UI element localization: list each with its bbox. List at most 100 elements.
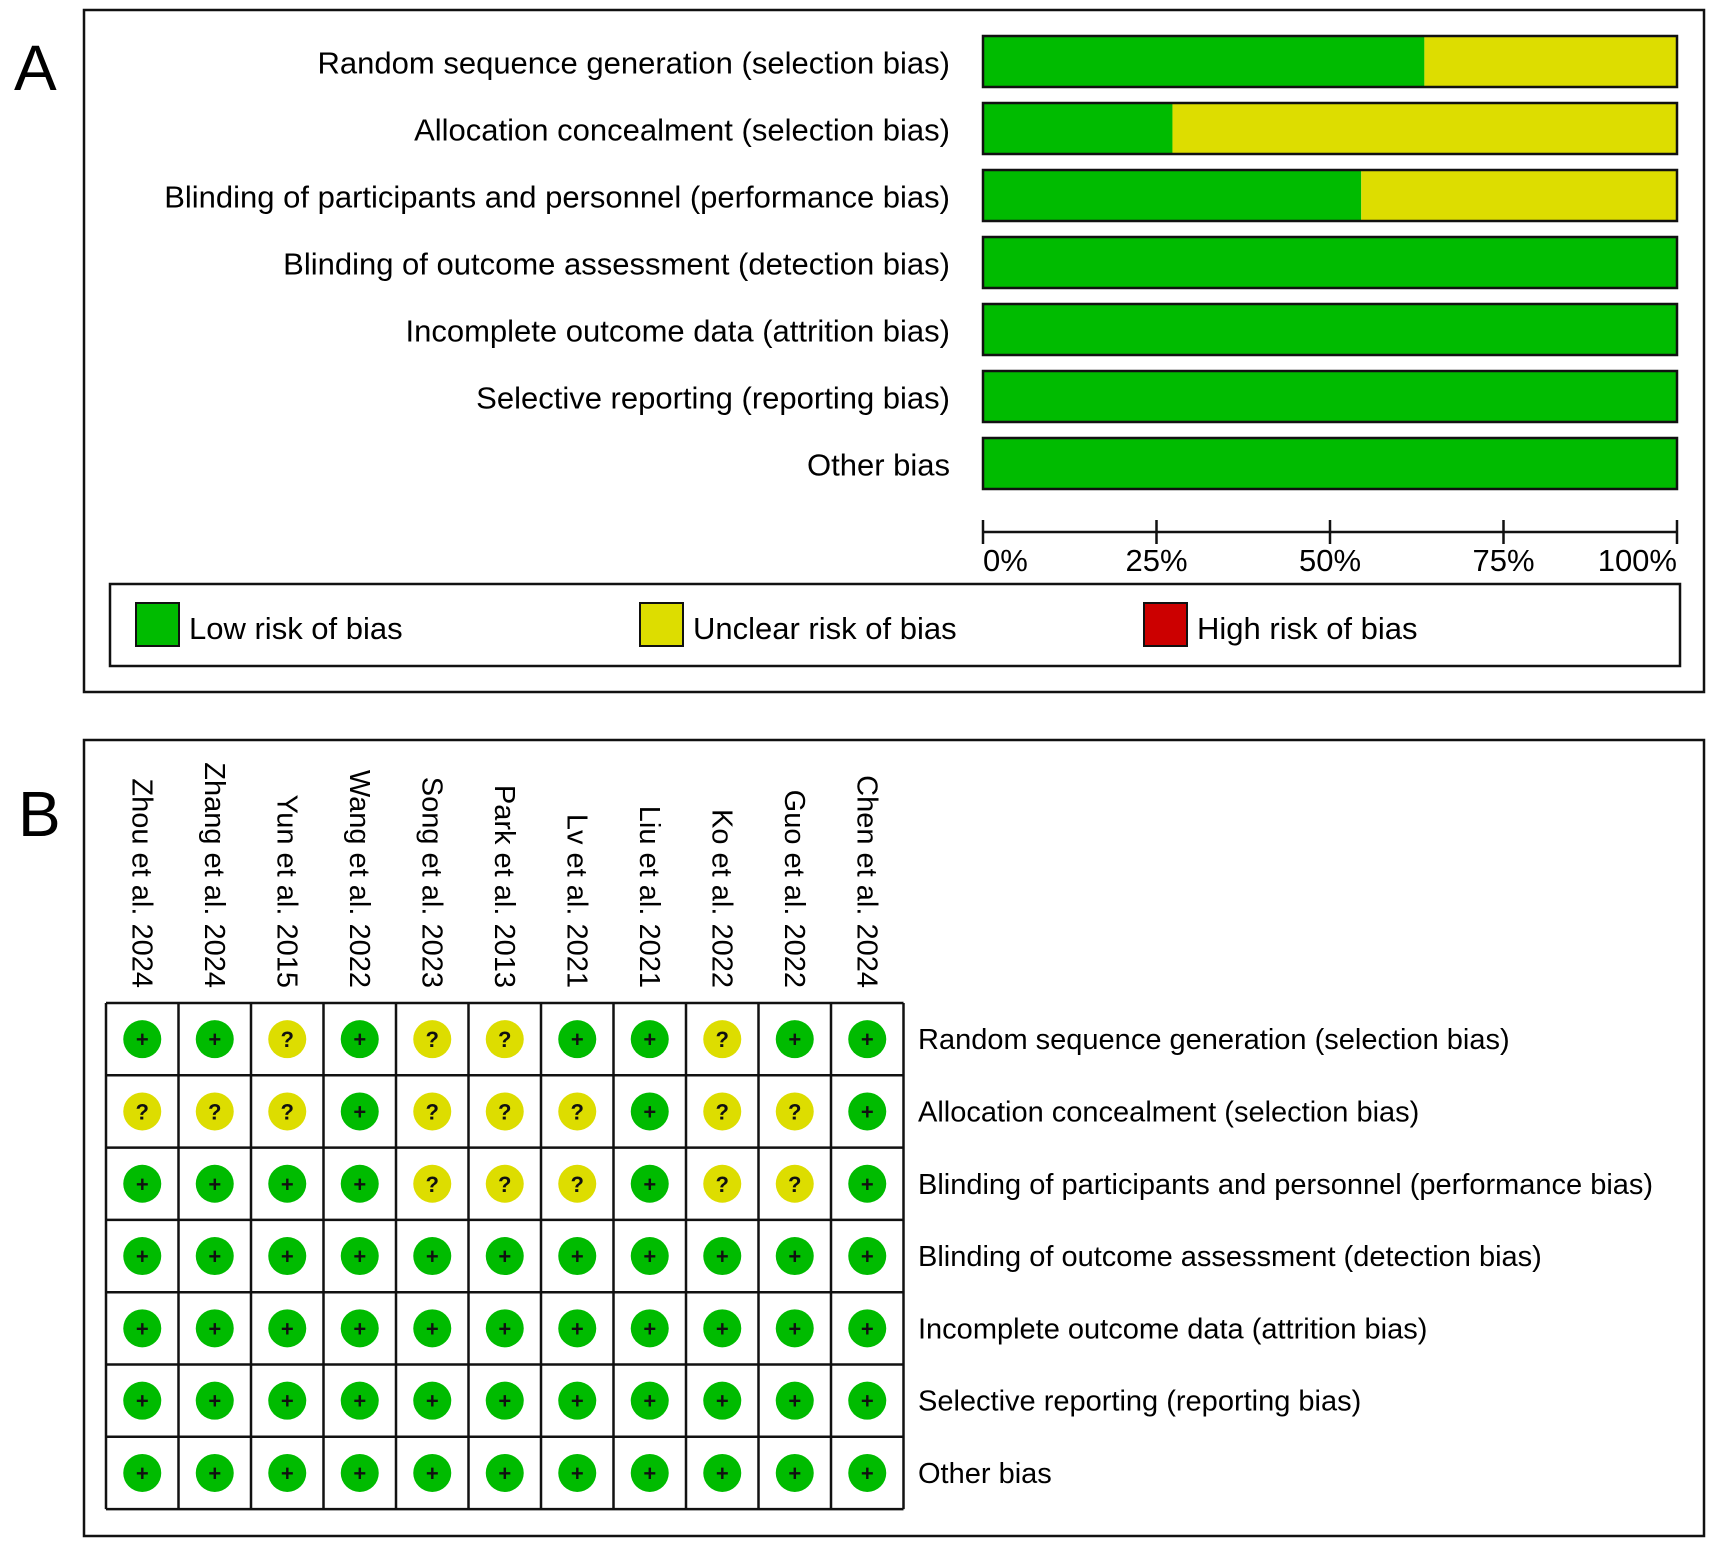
panel-a-bars (981, 34, 1679, 491)
judgement-low: + (413, 1381, 452, 1420)
category-label: Selective reporting (reporting bias) (476, 381, 950, 416)
judgement-circle (485, 1381, 524, 1420)
domain-label: Random sequence generation (selection bi… (918, 1024, 1510, 1056)
judgement-symbol: + (643, 1316, 656, 1341)
bar-segment-low (983, 103, 1173, 154)
judgement-low: + (340, 1237, 379, 1276)
legend-swatch-high (1143, 602, 1188, 647)
judgement-symbol: + (136, 1316, 149, 1341)
judgement-low: + (123, 1453, 162, 1492)
category-label: Other bias (807, 448, 950, 483)
judgement-circle (630, 1237, 669, 1276)
judgement-symbol: + (208, 1172, 221, 1197)
judgement-symbol: + (426, 1244, 439, 1269)
study-label: Liu et al. 2021 (633, 806, 665, 988)
judgement-symbol: + (136, 1244, 149, 1269)
judgement-low: + (123, 1237, 162, 1276)
judgement-circle (703, 1309, 742, 1348)
judgement-symbol: + (716, 1244, 729, 1269)
judgement-symbol: ? (426, 1172, 439, 1197)
judgement-low: + (630, 1453, 669, 1492)
judgement-symbol: + (571, 1461, 584, 1486)
judgement-circle (195, 1309, 234, 1348)
category-label: Random sequence generation (selection bi… (318, 46, 950, 81)
judgement-low: + (630, 1309, 669, 1348)
judgement-symbol: + (716, 1461, 729, 1486)
judgement-low: + (123, 1381, 162, 1420)
judgement-low: + (848, 1237, 887, 1276)
judgement-circle (268, 1237, 307, 1276)
judgement-symbol: + (861, 1027, 874, 1052)
judgement-symbol: + (353, 1027, 366, 1052)
judgement-symbol: + (643, 1027, 656, 1052)
bar-segment-low (983, 36, 1425, 87)
judgement-circle (703, 1164, 742, 1203)
judgement-symbol: + (353, 1389, 366, 1414)
judgement-circle (775, 1309, 814, 1348)
study-label: Song et al. 2023 (415, 777, 447, 988)
judgement-circle (848, 1092, 887, 1131)
judgement-low: + (703, 1237, 742, 1276)
summary-grid (104, 1001, 905, 1511)
judgement-low: + (630, 1237, 669, 1276)
panel-b-frame (82, 738, 1706, 1538)
judgement-low: + (485, 1237, 524, 1276)
judgement-low: + (558, 1309, 597, 1348)
judgement-circle (123, 1309, 162, 1348)
judgement-circle (485, 1453, 524, 1492)
judgement-low: + (775, 1381, 814, 1420)
judgement-unclear: ? (558, 1092, 597, 1131)
judgement-symbol: + (353, 1172, 366, 1197)
judgement-low: + (340, 1453, 379, 1492)
judgement-low: + (630, 1092, 669, 1131)
judgement-low: + (413, 1309, 452, 1348)
judgement-circle (413, 1237, 452, 1276)
x-tick-label: 50% (1299, 543, 1361, 578)
judgement-low: + (485, 1453, 524, 1492)
judgement-circle (340, 1020, 379, 1059)
x-axis: 0% 25% 50% 75% 100% (981, 520, 1679, 578)
judgement-circle (268, 1381, 307, 1420)
judgement-low: + (848, 1092, 887, 1131)
judgement-low: + (195, 1381, 234, 1420)
judgement-symbol: + (136, 1389, 149, 1414)
judgement-circle (558, 1309, 597, 1348)
judgement-circle (123, 1237, 162, 1276)
judgement-symbol: + (353, 1316, 366, 1341)
bar-outline (981, 369, 1679, 424)
domain-label: Blinding of participants and personnel (… (918, 1169, 1653, 1201)
judgement-circle (485, 1092, 524, 1131)
judgement-symbol: + (571, 1389, 584, 1414)
judgement-low: + (848, 1164, 887, 1203)
legend-label: Low risk of bias (189, 611, 403, 646)
judgement-unclear: ? (485, 1164, 524, 1203)
judgement-unclear: ? (775, 1092, 814, 1131)
judgement-low: + (268, 1309, 307, 1348)
judgement-circle (413, 1020, 452, 1059)
panel-a-frame (82, 8, 1706, 694)
judgement-circle (775, 1453, 814, 1492)
domain-label: Blinding of outcome assessment (detectio… (918, 1241, 1542, 1273)
judgement-symbol: + (208, 1461, 221, 1486)
judgement-circle (775, 1020, 814, 1059)
domain-label: Allocation concealment (selection bias) (918, 1096, 1419, 1128)
judgement-symbol: + (716, 1316, 729, 1341)
judgement-circle (340, 1164, 379, 1203)
judgement-low: + (848, 1453, 887, 1492)
judgement-circle (195, 1164, 234, 1203)
judgement-symbol: + (426, 1316, 439, 1341)
judgement-low: + (848, 1381, 887, 1420)
domain-label: Selective reporting (reporting bias) (918, 1386, 1361, 1418)
judgement-low: + (848, 1020, 887, 1059)
category-label: Incomplete outcome data (attrition bias) (406, 314, 951, 349)
judgement-symbol: + (643, 1244, 656, 1269)
bar-outline (981, 101, 1679, 156)
judgement-circle (195, 1092, 234, 1131)
judgement-circle (558, 1237, 597, 1276)
judgement-circle (558, 1020, 597, 1059)
judgement-symbol: + (498, 1244, 511, 1269)
judgement-circle (413, 1164, 452, 1203)
judgement-low: + (340, 1309, 379, 1348)
judgement-symbol: + (353, 1461, 366, 1486)
